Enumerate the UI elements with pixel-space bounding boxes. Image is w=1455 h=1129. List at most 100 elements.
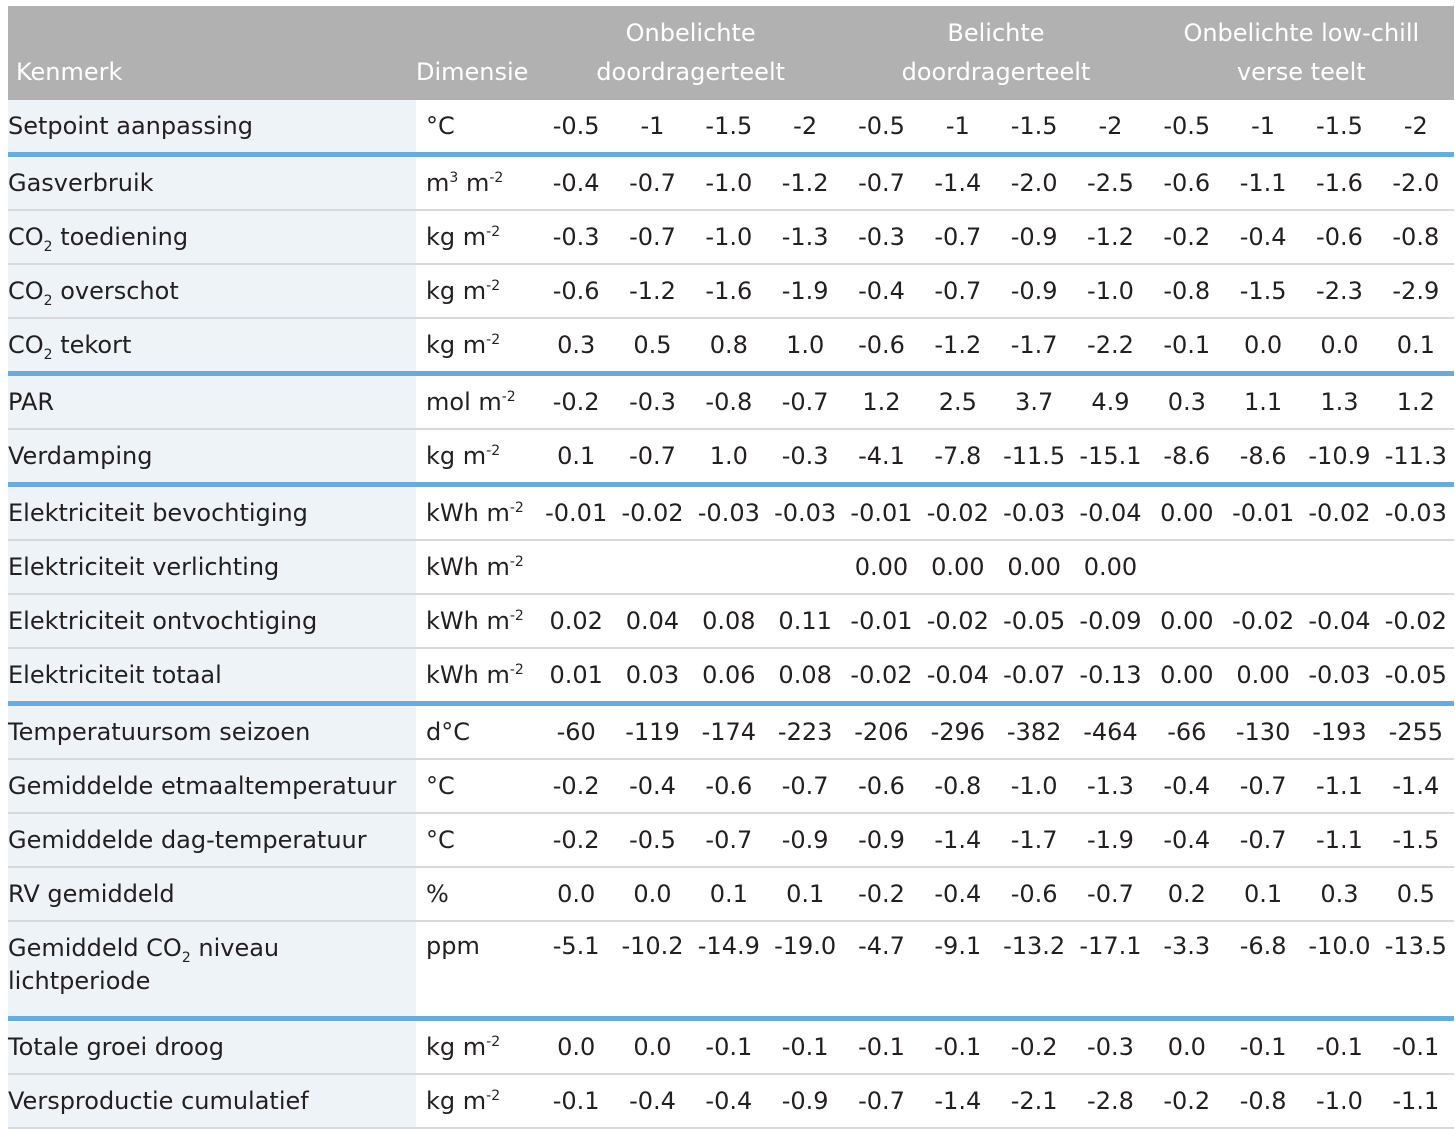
value-cell: -3.3 [1148, 921, 1225, 1021]
value-cell: -0.04 [919, 648, 996, 706]
row-unit: kWh m-2 [416, 484, 538, 541]
unit-exponent: -2 [509, 500, 524, 516]
value-cell: 0.1 [1377, 318, 1454, 376]
row-label: CO2 toediening [8, 210, 416, 265]
row-label-text: Versproductie cumulatief [8, 1087, 309, 1115]
table-body: Setpoint aanpassing °C -0.5 -1 -1.5 -2 -0.5 -1-… [8, 100, 1454, 1129]
value-cell: -0.4 [919, 867, 996, 922]
row-label-text: Gasverbruik [8, 169, 154, 197]
row-label-text: CO [8, 277, 44, 305]
table-row: Elektriciteit verlichting kWh m-2 0.00 0.00… [8, 540, 1454, 595]
unit-text: °C [426, 826, 455, 854]
row-unit: % [416, 867, 538, 922]
value-cell: -1.4 [919, 1074, 996, 1129]
value-cell: 0.3 [1301, 867, 1378, 922]
row-label-text: Gemiddeld CO [8, 934, 182, 962]
unit-text: kg m [426, 442, 487, 470]
value-cell: -1.4 [919, 813, 996, 868]
table-row: Elektriciteit bevochtiging kWh m-2 -0.01 -0… [8, 484, 1454, 541]
unit-text-2: m [458, 169, 490, 197]
value-cell [1148, 540, 1225, 595]
value-cell: -0.03 [1301, 648, 1378, 706]
value-cell: 0.8 [690, 318, 767, 376]
value-cell: -193 [1301, 703, 1378, 760]
value-cell: -66 [1148, 703, 1225, 760]
value-cell: -0.1 [1301, 1018, 1378, 1075]
value-cell: -0.02 [843, 648, 920, 706]
value-cell: -9.1 [919, 921, 996, 1021]
value-cell: -0.7 [614, 210, 691, 265]
value-cell: 0.0 [1224, 318, 1302, 376]
value-cell: -11.3 [1377, 429, 1454, 487]
value-cell: -1.6 [1301, 154, 1378, 211]
unit-text: kg m [426, 1033, 487, 1061]
value-cell [1301, 540, 1378, 595]
row-label: CO2 overschot [8, 264, 416, 319]
value-cell: -1.5 [1377, 813, 1454, 868]
value-cell: -1.0 [690, 154, 767, 211]
row-label: Verdamping [8, 429, 416, 487]
value-cell: 4.9 [1072, 373, 1149, 430]
value-cell: -0.02 [1224, 594, 1302, 649]
value-cell: -1.2 [766, 154, 844, 211]
table-row: CO2 overschot kg m-2 -0.6 -1.2 -1.6 -1.9 -0.4-… [8, 264, 1454, 319]
value-cell: -4.1 [843, 429, 920, 487]
value-cell: -0.03 [766, 484, 844, 541]
value-cell: -0.3 [843, 210, 920, 265]
value-cell: -0.4 [843, 264, 920, 319]
value-cell: -0.4 [1148, 813, 1225, 868]
value-cell: -0.4 [614, 1074, 691, 1129]
value-cell: 2.5 [919, 373, 996, 430]
table-row: Gemiddeld CO2 niveau lichtperiode ppm -5.1… [8, 921, 1454, 1021]
row-label-text: CO [8, 223, 44, 251]
row-unit: kWh m-2 [416, 594, 538, 649]
row-label-text: Elektriciteit verlichting [8, 553, 280, 581]
value-cell: 0.0 [614, 867, 691, 922]
unit-exponent: -2 [486, 1088, 501, 1104]
value-cell: -0.1 [843, 1018, 920, 1075]
value-cell: -2.0 [995, 154, 1073, 211]
value-cell: -0.2 [843, 867, 920, 922]
value-cell: -0.02 [1377, 594, 1454, 649]
value-cell: -1.3 [766, 210, 844, 265]
row-label-suffix: niveau lichtperiode [8, 934, 280, 995]
value-cell: 1.0 [766, 318, 844, 376]
value-cell: -0.2 [1148, 1074, 1225, 1129]
value-cell: -1.1 [1301, 813, 1378, 868]
value-cell: -1.1 [1377, 1074, 1454, 1129]
value-cell [538, 540, 615, 595]
value-cell: -0.02 [919, 594, 996, 649]
value-cell: -0.4 [538, 154, 615, 211]
row-label-text: Elektriciteit ontvochtiging [8, 607, 318, 635]
value-cell: -206 [843, 703, 920, 760]
value-cell: -0.01 [1224, 484, 1302, 541]
row-label-text: Elektriciteit totaal [8, 661, 222, 689]
table-row: Temperatuursom seizoen d°C -60 -119 -174 -223… [8, 703, 1454, 760]
row-label: Gemiddelde dag-temperatuur [8, 813, 416, 868]
unit-text: m [426, 169, 450, 197]
value-cell: -1.7 [995, 318, 1073, 376]
value-cell: -174 [690, 703, 767, 760]
row-label: Elektriciteit verlichting [8, 540, 416, 595]
value-cell: -0.09 [1072, 594, 1149, 649]
row-unit: °C [416, 100, 538, 157]
value-cell: -255 [1377, 703, 1454, 760]
value-cell: -15.1 [1072, 429, 1149, 487]
value-cell: -0.4 [1148, 759, 1225, 814]
value-cell: -0.6 [843, 759, 920, 814]
value-cell: -1.9 [1072, 813, 1149, 868]
row-label-subscript: 2 [43, 293, 53, 309]
value-cell: -1.0 [1072, 264, 1149, 319]
value-cell: -0.2 [538, 759, 615, 814]
value-cell: -1.5 [1301, 100, 1378, 157]
value-cell: -1.2 [919, 318, 996, 376]
value-cell: -0.6 [995, 867, 1073, 922]
value-cell: -8.6 [1224, 429, 1302, 487]
value-cell: -10.2 [614, 921, 691, 1021]
value-cell: -0.7 [919, 264, 996, 319]
row-label: Temperatuursom seizoen [8, 703, 416, 760]
unit-exponent: -2 [486, 332, 501, 348]
value-cell: 3.7 [995, 373, 1073, 430]
value-cell: 0.2 [1148, 867, 1225, 922]
value-cell: -0.02 [919, 484, 996, 541]
